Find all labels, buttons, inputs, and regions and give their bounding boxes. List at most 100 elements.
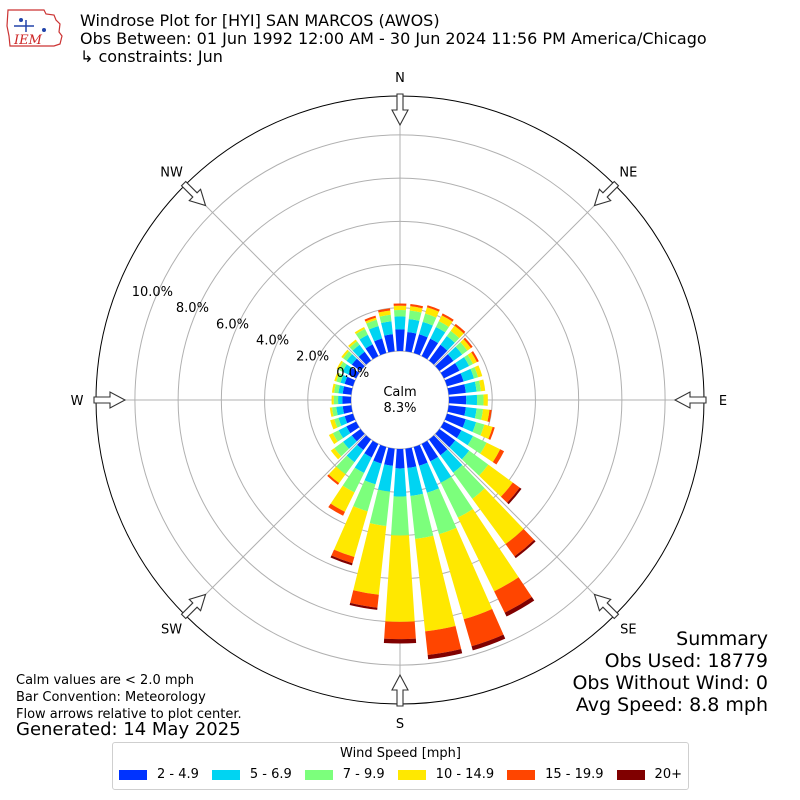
legend-label: 20+: [654, 767, 682, 782]
wind-bar: [407, 466, 424, 496]
wind-bar: [338, 416, 348, 426]
wind-bar: [366, 319, 379, 330]
wind-bar: [415, 535, 456, 632]
wind-bar: [435, 354, 454, 372]
wind-bar: [369, 489, 391, 527]
wind-bar: [500, 482, 520, 503]
wind-bar: [358, 351, 372, 365]
wind-bar: [440, 449, 463, 473]
wind-bar: [444, 413, 466, 428]
wind-bar: [364, 440, 379, 458]
legend-items: 2 - 4.9 5 - 6.9 7 - 9.9 10 - 14.9 15 - 19.9 2…: [119, 767, 682, 782]
wind-bar: [460, 339, 471, 351]
wind-bar: [334, 372, 340, 382]
wind-bar: [407, 319, 420, 334]
wind-bar: [479, 464, 513, 497]
grid-ring: [134, 134, 666, 666]
wind-bar: [338, 361, 347, 372]
wind-bar: [438, 527, 493, 620]
wind-bar: [440, 336, 455, 351]
wind-bar: [472, 422, 485, 436]
wind-bar: [384, 447, 395, 466]
wind-bar: [410, 304, 424, 309]
wind-bar: [365, 344, 379, 360]
grid-spoke: [184, 184, 366, 366]
wind-bar: [351, 428, 365, 442]
wind-bar: [463, 337, 473, 349]
wind-bar: [342, 396, 352, 404]
wind-bar: [352, 344, 365, 357]
compass-label: NE: [619, 166, 637, 181]
wind-bar: [332, 430, 344, 442]
wind-bar: [395, 448, 405, 469]
wind-bar: [457, 508, 519, 592]
wind-bar: [344, 376, 356, 387]
wind-bar: [454, 323, 466, 334]
radial-tick-label: 4.0%: [256, 334, 289, 349]
calm-value: 8.3%: [383, 401, 416, 416]
wind-bar: [425, 625, 462, 655]
grid-spoke: [434, 184, 616, 366]
axis-labels: 0.0% 2.0% 4.0% 6.0% 8.0%10.0% N NE E SE S SW W NW Cal…: [71, 71, 728, 732]
legend-item: 5 - 6.9: [211, 767, 292, 782]
legend-label: 5 - 6.9: [249, 767, 292, 782]
wind-bar: [331, 383, 336, 393]
wind-bar: [405, 447, 417, 469]
wind-bar: [488, 426, 495, 440]
legend-item: 15 - 19.9: [507, 767, 604, 782]
wind-bar: [385, 535, 415, 622]
wind-bar: [427, 649, 463, 660]
radial-tick-label: 6.0%: [216, 317, 249, 332]
wind-bar: [354, 453, 372, 474]
legend-item: 20+: [616, 767, 682, 782]
summary-heading: Summary: [676, 628, 768, 650]
flow-arrow-icon: [673, 391, 707, 409]
wind-bar: [338, 385, 345, 394]
wind-bar: [449, 440, 470, 460]
wind-bar: [349, 602, 378, 610]
wind-bar: [357, 435, 372, 451]
wind-bar: [483, 394, 488, 406]
wind-bar: [464, 381, 477, 393]
wind-bar: [430, 456, 452, 483]
wind-bar: [505, 528, 535, 557]
wind-bar: [330, 448, 342, 460]
wind-bar: [474, 365, 483, 378]
chart-title: Windrose Plot for [HYI] SAN MARCOS (AWOS…: [80, 11, 440, 30]
summary-block: Summary Obs Used: 18779 Obs Without Wind…: [572, 628, 768, 716]
wind-bar: [353, 523, 387, 595]
wind-bar: [331, 395, 334, 405]
wind-bar: [331, 549, 355, 564]
wind-bar: [351, 358, 365, 372]
wind-bar: [426, 305, 440, 312]
wind-bar: [336, 455, 355, 475]
wind-bar: [440, 476, 473, 518]
wind-bar: [381, 321, 393, 336]
wind-bar: [338, 426, 351, 439]
wind-bar: [410, 493, 434, 539]
wind-bar: [453, 465, 485, 499]
wind-bar: [492, 449, 505, 465]
radial-tick-label: 0.0%: [336, 366, 369, 381]
wind-bar: [353, 480, 376, 512]
wind-bar: [480, 424, 493, 439]
wind-bar: [487, 409, 492, 422]
wind-bar: [438, 315, 453, 327]
wind-bar: [426, 488, 457, 535]
legend-title: Wind Speed [mph]: [340, 746, 461, 761]
wind-bar: [384, 621, 416, 640]
compass-label: SE: [620, 622, 636, 637]
compass-label: S: [396, 717, 404, 732]
radial-tick-label: 8.0%: [176, 301, 209, 316]
wind-bar: [364, 460, 382, 485]
wind-bar: [334, 506, 368, 558]
wind-bar: [448, 395, 467, 405]
wind-bar: [476, 394, 484, 406]
compass-label: N: [395, 71, 405, 86]
wind-bar: [419, 321, 433, 338]
wind-bar: [364, 315, 377, 322]
wind-bar: [394, 316, 406, 330]
wind-bar: [456, 430, 474, 446]
wind-bar: [378, 310, 391, 317]
wind-bar: [471, 351, 479, 363]
